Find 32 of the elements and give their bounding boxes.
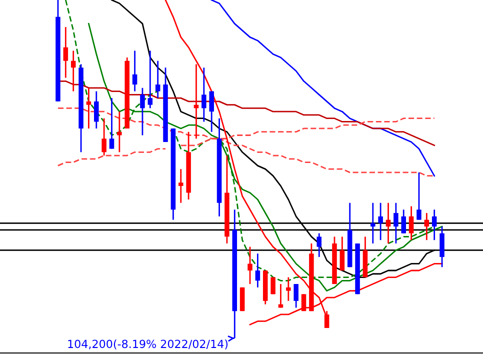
candlestick: [294, 283, 298, 308]
candlestick: [117, 110, 122, 153]
candlestick: [286, 276, 291, 302]
candlestick: [248, 246, 252, 285]
candlestick: [401, 208, 406, 234]
candlestick: [408, 206, 414, 241]
candlestick: [102, 118, 106, 156]
candlestick: [316, 232, 322, 258]
candlestick: [301, 293, 306, 312]
candlestick: [340, 236, 345, 272]
candlestick: [424, 212, 430, 241]
candlestick: [70, 50, 76, 92]
candlestick: [416, 172, 422, 220]
candlestick: [140, 87, 145, 136]
candlestick: [202, 66, 206, 122]
candlestick: [432, 208, 437, 241]
candlestick: [86, 87, 92, 130]
candlestick: [132, 50, 138, 92]
candlestick: [155, 60, 160, 99]
candlestick: [255, 252, 260, 288]
candlestick: [378, 202, 383, 241]
candlestick: [178, 168, 184, 204]
text: 104,200(-8.19% 2022/02/14): [68, 340, 228, 350]
candlestick: [386, 202, 391, 244]
candlestick: [94, 90, 99, 130]
candlestick: [209, 90, 214, 133]
candlestick: [440, 226, 444, 268]
candlestick: [394, 202, 398, 244]
candlestick: [63, 26, 68, 78]
candlestick: [109, 97, 114, 150]
candlestick: [370, 202, 376, 244]
candlestick: [148, 50, 153, 109]
